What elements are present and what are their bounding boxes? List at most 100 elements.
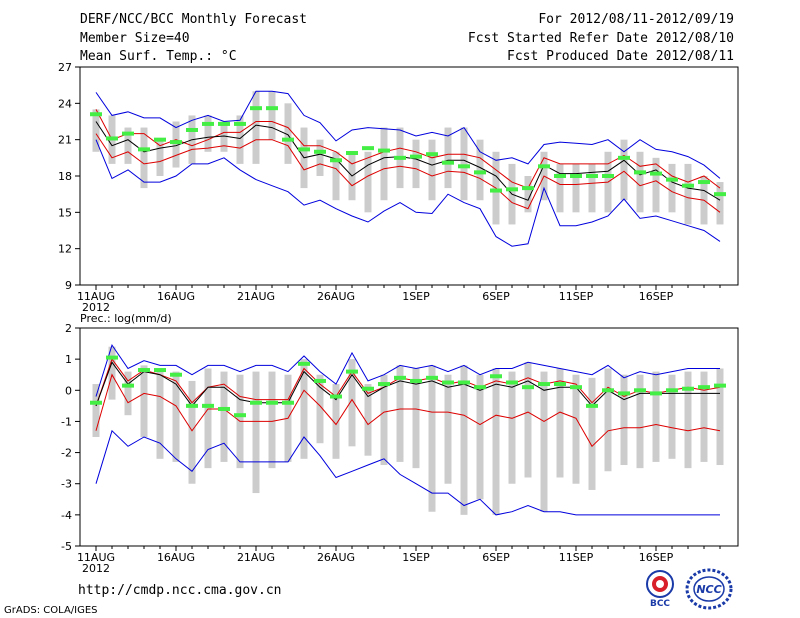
prec-year-label: 2012: [82, 562, 110, 575]
temp-y-tick-label: 12: [58, 243, 72, 256]
prec-range-bar: [492, 368, 500, 515]
temp-x-tick-label: 21AUG: [237, 290, 275, 303]
prec-observed-mark: [506, 380, 518, 385]
prec-observed-mark: [522, 385, 534, 390]
temp-observed-mark: [602, 174, 614, 178]
prec-observed-mark: [170, 372, 182, 377]
temp-observed-mark: [122, 131, 134, 136]
prec-range-bar: [604, 368, 612, 472]
prec-y-tick-label: -3: [61, 478, 72, 491]
temp-range-bar: [524, 176, 532, 213]
prec-x-tick-label: 16SEP: [639, 551, 674, 564]
prec-y-tick-label: -5: [61, 540, 72, 553]
temp-observed-mark: [250, 106, 262, 111]
temp-observed-mark: [234, 121, 246, 126]
prec-observed-mark: [586, 403, 598, 408]
temp-x-tick-label: 11AUG: [77, 290, 115, 303]
ncc-logo-globe: [693, 576, 725, 602]
temp-x-tick-label: 6SEP: [482, 290, 510, 303]
temp-y-tick-label: 27: [58, 61, 72, 74]
temp-x-tick-label: 11SEP: [559, 290, 594, 303]
temp-observed-mark: [522, 186, 534, 191]
prec-range-bar: [300, 359, 308, 459]
refer-date: Fcst Started Refer Date 2012/08/10: [467, 31, 734, 46]
prec-x-tick-label: 16AUG: [157, 551, 195, 564]
temp-observed-mark: [282, 137, 294, 142]
prec-observed-mark: [426, 375, 438, 380]
temp-max-line: [95, 90, 721, 179]
prec-range-bar: [124, 371, 132, 416]
temp-observed-mark: [218, 121, 230, 126]
temp-range-bar: [572, 163, 580, 213]
prec-y-tick-label: -2: [61, 447, 72, 460]
ncc-logo: NCC: [685, 568, 733, 610]
temp-range-bar: [380, 127, 388, 201]
temp-range-bar: [668, 163, 676, 213]
prec-range-bar: [412, 368, 420, 469]
prec-range-bar: [444, 374, 452, 484]
temp-observed-mark: [714, 192, 726, 197]
prec-range-bar: [652, 371, 660, 462]
temp-range-bar: [476, 139, 484, 201]
prec-y-tick-label: 1: [65, 353, 72, 366]
temp-range-bar: [636, 151, 644, 213]
prec-observed-mark: [650, 391, 662, 396]
temp-year-label: 2012: [82, 301, 110, 314]
prec-observed-mark: [538, 382, 550, 387]
prec-range-bar: [620, 374, 628, 466]
prec-min-line: [95, 429, 720, 516]
bcc-logo: BCC: [646, 570, 674, 608]
temp-observed-mark: [266, 106, 278, 111]
prec-upper-line: [95, 358, 721, 407]
prec-range-bar: [252, 371, 260, 494]
temp-observed-mark: [90, 112, 102, 117]
prec-range-bar: [380, 374, 388, 466]
prec-range-bar: [524, 362, 532, 478]
prec-range-bar: [540, 371, 548, 512]
temp-observed-mark: [330, 158, 342, 163]
prec-observed-mark: [714, 383, 726, 388]
prec-plot-frame: [79, 327, 739, 547]
temp-observed-mark: [586, 174, 598, 178]
prec-range-bar: [140, 365, 148, 437]
prec-observed-mark: [90, 400, 102, 405]
prec-lower-line: [95, 373, 721, 448]
temp-observed-mark: [362, 146, 374, 151]
temp-x-tick-label: 16AUG: [157, 290, 195, 303]
temp-observed-mark: [170, 140, 182, 145]
temp-range-bar: [332, 151, 340, 201]
temp-observed-mark: [394, 155, 406, 160]
member-size-label: Member Size=40: [80, 31, 190, 46]
prec-observed-mark: [394, 375, 406, 380]
prec-observed-mark: [618, 391, 630, 396]
prec-range-bar: [188, 380, 196, 484]
temp-y-tick-label: 24: [58, 97, 72, 110]
prec-range-bar: [268, 371, 276, 469]
grads-credit: GrADS: COLA/IGES: [4, 605, 98, 616]
temp-observed-mark: [698, 180, 710, 185]
temp-range-bar: [716, 182, 724, 225]
temp-observed-mark: [618, 155, 630, 160]
bcc-logo-ring: [646, 570, 674, 598]
prec-observed-mark: [362, 386, 374, 391]
prec-observed-mark: [282, 400, 294, 405]
temp-y-tick-label: 18: [58, 170, 72, 183]
forecast-period: For 2012/08/11-2012/09/19: [538, 12, 734, 27]
prec-observed-mark: [122, 383, 134, 388]
prec-observed-mark: [314, 378, 326, 383]
temp-range-bar: [412, 139, 420, 189]
temp-range-bar: [140, 127, 148, 189]
prec-x-tick-label: 26AUG: [317, 551, 355, 564]
temp-observed-mark: [666, 177, 678, 182]
prec-range-bar: [92, 384, 100, 437]
chart-title: DERF/NCC/BCC Monthly Forecast: [80, 12, 307, 27]
prec-observed-mark: [346, 369, 358, 374]
temp-observed-mark: [378, 148, 390, 153]
temp-observed-mark: [650, 171, 662, 176]
source-url[interactable]: http://cmdp.ncc.cma.gov.cn: [78, 583, 282, 598]
temp-observed-mark: [154, 137, 166, 142]
prec-range-bar: [572, 374, 580, 484]
prec-range-bar: [716, 368, 724, 466]
prec-range-bar: [108, 346, 116, 400]
